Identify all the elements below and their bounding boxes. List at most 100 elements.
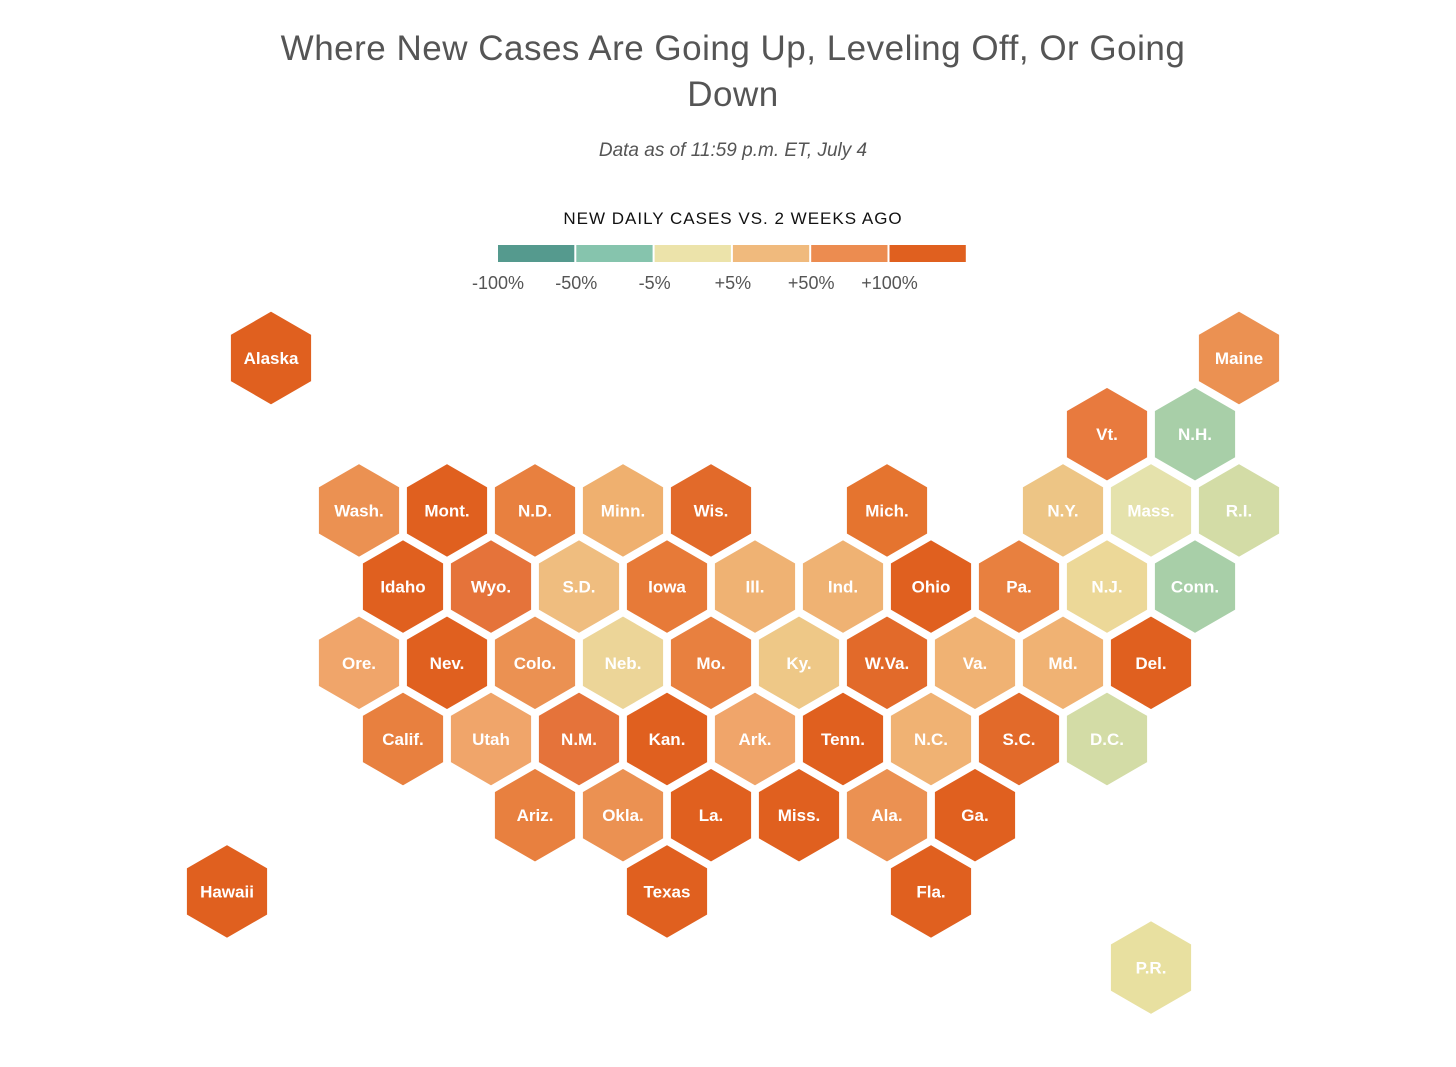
hex — [359, 536, 447, 637]
hex-label: Ariz. — [517, 806, 554, 825]
hex — [403, 613, 491, 713]
hex — [843, 765, 931, 865]
hex-label: N.J. — [1091, 578, 1122, 597]
hex-label: Mass. — [1127, 501, 1174, 520]
state-hex: N.C. — [887, 689, 975, 789]
state-hex: Ore. — [315, 613, 403, 713]
hex-label: Va. — [963, 654, 988, 673]
hex-label: Pa. — [1006, 578, 1032, 597]
hex-label: Ark. — [738, 730, 771, 749]
hex-label: Iowa — [648, 578, 686, 597]
hex-label: Minn. — [601, 501, 645, 520]
state-hex: Ky. — [755, 613, 843, 713]
legend-swatch — [576, 245, 653, 262]
hex-label: Ind. — [828, 578, 858, 597]
hex-label: Ore. — [342, 654, 376, 673]
hex-label: Ohio — [912, 578, 951, 597]
hex — [1151, 384, 1239, 484]
state-hex: Minn. — [579, 460, 667, 561]
hex-label: S.D. — [562, 578, 595, 597]
legend-swatch — [654, 245, 731, 262]
hex — [1063, 536, 1151, 637]
hex — [491, 460, 579, 561]
hex — [1107, 460, 1195, 561]
hex — [711, 536, 799, 637]
hex — [315, 613, 403, 713]
hex — [975, 536, 1063, 637]
state-hex: Kan. — [623, 689, 711, 789]
state-hex: Okla. — [579, 765, 667, 865]
state-hex: N.J. — [1063, 536, 1151, 637]
hex-label: Wash. — [334, 501, 383, 520]
hex — [579, 613, 667, 713]
legend-label: -50% — [555, 273, 597, 293]
state-hex: Ark. — [711, 689, 799, 789]
hex — [403, 460, 491, 561]
state-hex: Miss. — [755, 765, 843, 865]
hex-label: Vt. — [1096, 425, 1118, 444]
hex — [1063, 689, 1151, 789]
state-hex: Nev. — [403, 613, 491, 713]
hex — [447, 536, 535, 637]
state-hex: Ga. — [931, 765, 1019, 865]
hex — [755, 765, 843, 865]
state-hex: Wyo. — [447, 536, 535, 637]
hex-label: Maine — [1215, 349, 1263, 368]
subtitle: Data as of 11:59 p.m. ET, July 4 — [598, 140, 868, 161]
state-hex: Utah — [447, 689, 535, 789]
hex — [887, 536, 975, 637]
legend-swatch — [732, 245, 810, 262]
hex-label: N.Y. — [1047, 501, 1078, 520]
hex — [931, 613, 1019, 713]
state-hex: Maine — [1195, 308, 1283, 408]
hex — [579, 460, 667, 561]
state-hex: N.H. — [1151, 384, 1239, 484]
state-hex: Calif. — [359, 689, 447, 789]
hex — [799, 689, 887, 789]
state-hex: Neb. — [579, 613, 667, 713]
hex-label: Colo. — [514, 654, 557, 673]
state-hex: Idaho — [359, 536, 447, 637]
hex-label: Idaho — [380, 578, 425, 597]
hex-label: Okla. — [602, 806, 644, 825]
hex — [1063, 384, 1151, 484]
state-hex: R.I. — [1195, 460, 1283, 561]
hex — [843, 460, 931, 561]
legend-title: NEW DAILY CASES VS. 2 WEEKS AGO — [563, 209, 902, 228]
state-hex: Ind. — [799, 536, 887, 637]
hex-label: R.I. — [1226, 501, 1252, 520]
state-hex: Tenn. — [799, 689, 887, 789]
hex — [1019, 613, 1107, 713]
hex-label: Alaska — [244, 349, 299, 368]
legend-swatch — [498, 245, 575, 262]
state-hex: Ariz. — [491, 765, 579, 865]
state-hex: Md. — [1019, 613, 1107, 713]
hex-label: Tenn. — [821, 730, 865, 749]
hex — [535, 536, 623, 637]
hex — [975, 689, 1063, 789]
state-hex: Colo. — [491, 613, 579, 713]
hex-label: N.C. — [914, 730, 948, 749]
state-hex: Pa. — [975, 536, 1063, 637]
hex — [667, 460, 755, 561]
hex-label: Ill. — [746, 578, 765, 597]
legend-label: +100% — [861, 273, 918, 293]
state-hex: Alaska — [227, 308, 315, 408]
hex-label: Ga. — [961, 806, 988, 825]
hex-label: W.Va. — [865, 654, 909, 673]
state-hex: La. — [667, 765, 755, 865]
legend-label: +5% — [715, 273, 752, 293]
hex-label: Ala. — [871, 806, 902, 825]
state-hex: Mass. — [1107, 460, 1195, 561]
hex — [491, 613, 579, 713]
hex — [315, 460, 403, 561]
hex-label: Mich. — [865, 501, 908, 520]
state-hex: Ill. — [711, 536, 799, 637]
hex-label: Wis. — [694, 501, 729, 520]
state-hex: P.R. — [1107, 917, 1195, 1018]
hex-label: Md. — [1048, 654, 1077, 673]
state-hex: Wis. — [667, 460, 755, 561]
hex-label: N.H. — [1178, 425, 1212, 444]
